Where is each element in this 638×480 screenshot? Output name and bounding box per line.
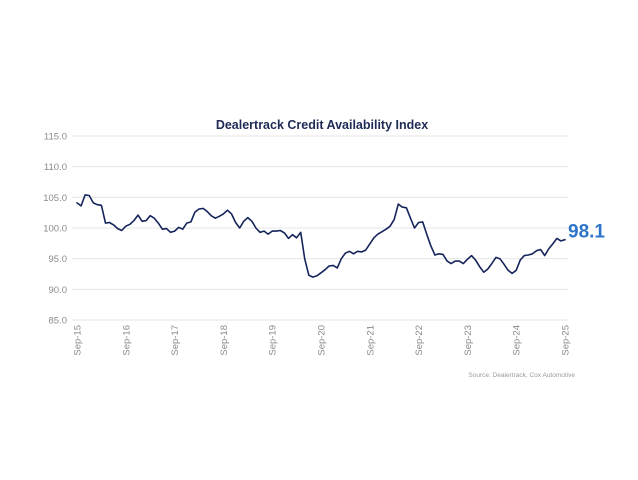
x-tick-label: Sep-19 [268, 325, 279, 356]
y-axis-tick-labels: 115.0 110.0 105.0 100.0 95.0 90.0 85.0 [43, 132, 67, 327]
x-tick-label: Sep-25 [561, 325, 572, 356]
y-tick-label: 85.0 [49, 316, 68, 327]
series-line [76, 194, 566, 278]
x-tick-label: Sep-18 [219, 325, 230, 356]
x-tick-label: Sep-21 [365, 325, 376, 356]
x-tick-label: Sep-15 [73, 325, 84, 356]
last-value-annotation: 98.1 [568, 222, 605, 243]
gridlines [72, 135, 568, 321]
y-tick-label: 115.0 [44, 132, 67, 143]
y-tick-label: 100.0 [43, 224, 67, 235]
x-tick-label: Sep-16 [121, 325, 132, 356]
series-layer [76, 194, 566, 278]
x-tick-label: Sep-23 [463, 325, 474, 356]
x-tick-label: Sep-22 [414, 325, 425, 356]
x-tick-label: Sep-20 [317, 325, 328, 356]
y-tick-label: 95.0 [49, 254, 68, 265]
x-tick-label: Sep-24 [512, 325, 523, 356]
source-note: Source: Dealertrack, Cox Automotive [468, 372, 575, 379]
x-tick-label: Sep-17 [170, 325, 181, 356]
chart-title: Dealertrack Credit Availability Index [216, 118, 428, 132]
y-tick-label: 110.0 [44, 162, 67, 173]
x-axis-tick-labels: Sep-15 Sep-16 Sep-17 Sep-18 Sep-19 Sep-20 Sep-… [73, 325, 572, 356]
y-tick-label: 90.0 [49, 285, 68, 296]
y-tick-label: 105.0 [43, 193, 67, 204]
